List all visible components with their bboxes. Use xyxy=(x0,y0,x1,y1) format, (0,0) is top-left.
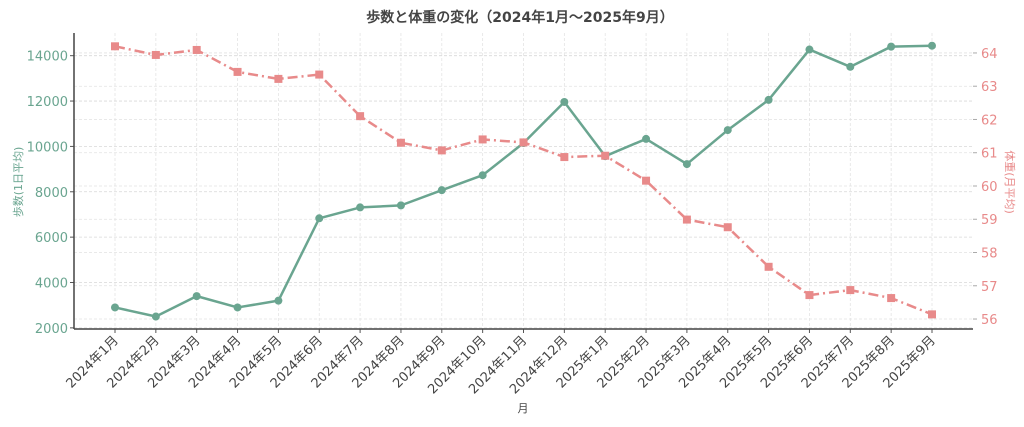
y2-tick-label: 59 xyxy=(981,213,998,228)
y2-axis-label: 体重(月平均) xyxy=(1003,150,1017,214)
y2-tick-label: 62 xyxy=(981,113,998,128)
steps-point xyxy=(642,134,651,143)
weight-point xyxy=(846,286,855,295)
steps-point xyxy=(764,95,773,104)
weight-point xyxy=(805,291,814,300)
series-layer xyxy=(111,41,936,321)
steps-point xyxy=(274,296,283,305)
weight-point xyxy=(928,310,936,319)
steps-point xyxy=(478,171,487,180)
steps-point xyxy=(437,186,446,195)
y2-tick-label: 64 xyxy=(981,47,998,62)
weight-point xyxy=(723,223,732,232)
y2-tick-label: 61 xyxy=(981,147,998,162)
steps-point xyxy=(111,303,119,312)
weight-point xyxy=(233,67,242,76)
weight-point xyxy=(682,215,691,224)
chart-title: 歩数と体重の変化（2024年1月〜2025年9月） xyxy=(366,9,673,26)
weight-point xyxy=(437,146,446,155)
grid xyxy=(74,33,973,329)
steps-point xyxy=(682,160,691,169)
weight-point xyxy=(315,70,324,79)
steps-point xyxy=(887,42,896,51)
weight-point xyxy=(356,112,365,121)
weight-point xyxy=(519,138,528,147)
weight-point xyxy=(192,45,201,54)
y-tick-label: 8000 xyxy=(35,186,68,201)
x-axis-label: 月 xyxy=(518,402,529,415)
steps-point xyxy=(151,312,160,321)
weight-point xyxy=(642,176,651,185)
y2-tick-label: 60 xyxy=(981,180,998,195)
steps-point xyxy=(233,303,242,312)
weight-point xyxy=(151,50,160,59)
weight-point xyxy=(478,135,487,144)
steps-point xyxy=(560,97,569,106)
y2-tick-label: 57 xyxy=(981,280,998,295)
weight-point xyxy=(274,74,283,83)
axes: 2024年1月2024年2月2024年3月2024年4月2024年5月2024年… xyxy=(27,33,998,397)
y-tick-label: 12000 xyxy=(27,95,68,110)
y2-tick-label: 58 xyxy=(981,247,998,262)
steps-point xyxy=(805,45,814,54)
weight-point xyxy=(560,153,569,162)
y-tick-label: 14000 xyxy=(27,50,68,65)
weight-point xyxy=(887,294,896,303)
steps-point xyxy=(315,214,324,223)
weight-point xyxy=(396,138,405,147)
weight-point xyxy=(601,151,610,160)
y-axis-label: 歩数(1日平均) xyxy=(11,147,25,218)
steps-point xyxy=(356,203,365,212)
y2-tick-label: 56 xyxy=(981,313,998,328)
steps-point xyxy=(928,41,936,50)
y-tick-label: 2000 xyxy=(35,322,68,337)
steps-point xyxy=(723,126,732,135)
steps-point xyxy=(192,292,201,301)
y-tick-label: 4000 xyxy=(35,277,68,292)
steps-point xyxy=(846,62,855,71)
weight-point xyxy=(764,262,773,271)
y2-tick-label: 63 xyxy=(981,80,998,95)
weight-point xyxy=(111,42,119,51)
y-tick-label: 6000 xyxy=(35,231,68,246)
y-tick-label: 10000 xyxy=(27,140,68,155)
steps-point xyxy=(396,201,405,210)
